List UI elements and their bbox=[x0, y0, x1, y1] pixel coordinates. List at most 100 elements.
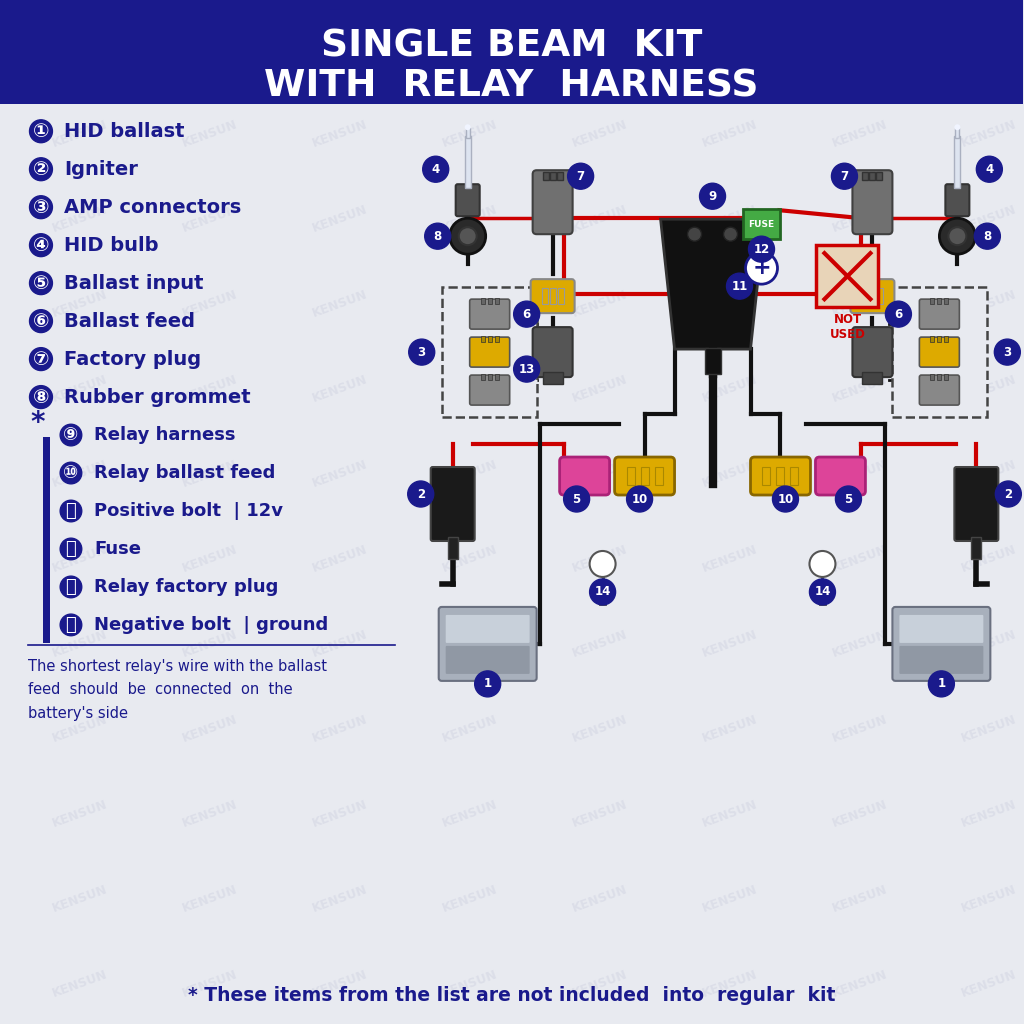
Text: KENSUN: KENSUN bbox=[180, 373, 240, 406]
Circle shape bbox=[409, 339, 435, 366]
Circle shape bbox=[886, 301, 911, 327]
Text: KENSUN: KENSUN bbox=[180, 713, 240, 744]
Bar bbox=[495, 374, 499, 380]
Text: 4: 4 bbox=[431, 163, 440, 176]
Text: KENSUN: KENSUN bbox=[50, 628, 110, 659]
Text: KENSUN: KENSUN bbox=[959, 798, 1019, 829]
Text: KENSUN: KENSUN bbox=[700, 713, 759, 744]
Circle shape bbox=[687, 227, 701, 242]
Text: KENSUN: KENSUN bbox=[570, 373, 629, 406]
Text: KENSUN: KENSUN bbox=[50, 373, 110, 406]
Text: Relay harness: Relay harness bbox=[94, 426, 236, 444]
Circle shape bbox=[809, 579, 836, 605]
Circle shape bbox=[939, 218, 975, 254]
Text: KENSUN: KENSUN bbox=[959, 458, 1019, 490]
Bar bbox=[763, 467, 770, 485]
Text: 14: 14 bbox=[814, 586, 830, 598]
Text: KENSUN: KENSUN bbox=[570, 713, 629, 744]
Text: Positive bolt  | 12v: Positive bolt | 12v bbox=[94, 502, 283, 520]
Text: KENSUN: KENSUN bbox=[959, 288, 1019, 321]
Bar bbox=[480, 374, 484, 380]
Circle shape bbox=[994, 339, 1020, 366]
Text: SINGLE BEAM  KIT: SINGLE BEAM KIT bbox=[321, 29, 702, 65]
Text: KENSUN: KENSUN bbox=[310, 798, 370, 829]
Bar bbox=[776, 467, 784, 485]
Text: KENSUN: KENSUN bbox=[180, 118, 240, 151]
Bar bbox=[557, 172, 562, 180]
Bar bbox=[487, 298, 492, 304]
Text: KENSUN: KENSUN bbox=[959, 373, 1019, 406]
Circle shape bbox=[948, 227, 967, 245]
Text: KENSUN: KENSUN bbox=[830, 118, 889, 151]
FancyBboxPatch shape bbox=[892, 607, 990, 681]
Text: 5: 5 bbox=[845, 493, 853, 506]
Text: 10: 10 bbox=[777, 493, 794, 506]
Text: KENSUN: KENSUN bbox=[50, 798, 110, 829]
Text: KENSUN: KENSUN bbox=[830, 883, 889, 914]
Text: ⑭: ⑭ bbox=[66, 615, 77, 634]
Text: KENSUN: KENSUN bbox=[830, 628, 889, 659]
Text: NOT
USED: NOT USED bbox=[829, 313, 865, 341]
Bar bbox=[543, 172, 549, 180]
FancyBboxPatch shape bbox=[920, 299, 959, 329]
FancyBboxPatch shape bbox=[532, 170, 572, 234]
Text: 1: 1 bbox=[483, 678, 492, 690]
Text: KENSUN: KENSUN bbox=[830, 458, 889, 490]
Text: ⑦: ⑦ bbox=[33, 349, 49, 369]
Text: ②: ② bbox=[33, 160, 49, 179]
Text: KENSUN: KENSUN bbox=[440, 34, 499, 66]
Circle shape bbox=[726, 273, 753, 299]
Circle shape bbox=[836, 486, 861, 512]
Text: Factory plug: Factory plug bbox=[63, 349, 201, 369]
Text: 3: 3 bbox=[418, 346, 426, 358]
Text: KENSUN: KENSUN bbox=[50, 883, 110, 914]
Text: 1: 1 bbox=[937, 678, 945, 690]
Text: KENSUN: KENSUN bbox=[830, 203, 889, 236]
Text: ④: ④ bbox=[33, 236, 49, 255]
Text: KENSUN: KENSUN bbox=[180, 34, 240, 66]
Text: KENSUN: KENSUN bbox=[959, 118, 1019, 151]
Text: KENSUN: KENSUN bbox=[830, 713, 889, 744]
Text: KENSUN: KENSUN bbox=[50, 118, 110, 151]
Text: KENSUN: KENSUN bbox=[700, 968, 759, 999]
Text: KENSUN: KENSUN bbox=[440, 288, 499, 321]
Bar bbox=[878, 288, 884, 304]
Text: 5: 5 bbox=[572, 493, 581, 506]
Polygon shape bbox=[660, 219, 765, 349]
Text: 4: 4 bbox=[985, 163, 993, 176]
FancyBboxPatch shape bbox=[445, 646, 529, 674]
FancyBboxPatch shape bbox=[470, 299, 510, 329]
Circle shape bbox=[450, 218, 485, 254]
Bar bbox=[944, 374, 948, 380]
FancyBboxPatch shape bbox=[530, 280, 574, 313]
Bar bbox=[869, 288, 876, 304]
Text: KENSUN: KENSUN bbox=[310, 713, 370, 744]
Text: KENSUN: KENSUN bbox=[570, 458, 629, 490]
FancyBboxPatch shape bbox=[431, 467, 475, 541]
Bar bbox=[705, 348, 721, 374]
Text: KENSUN: KENSUN bbox=[959, 203, 1019, 236]
Text: KENSUN: KENSUN bbox=[830, 968, 889, 999]
Text: ⑤: ⑤ bbox=[33, 273, 49, 293]
Bar bbox=[862, 372, 883, 384]
Text: KENSUN: KENSUN bbox=[440, 798, 499, 829]
Text: 12: 12 bbox=[754, 243, 770, 256]
Text: 8: 8 bbox=[983, 229, 991, 243]
Circle shape bbox=[475, 671, 501, 697]
Text: 3: 3 bbox=[1004, 346, 1012, 358]
Bar bbox=[495, 336, 499, 342]
FancyBboxPatch shape bbox=[532, 327, 572, 377]
Text: KENSUN: KENSUN bbox=[50, 968, 110, 999]
Text: ⑫: ⑫ bbox=[66, 540, 77, 558]
FancyBboxPatch shape bbox=[614, 457, 675, 495]
Text: KENSUN: KENSUN bbox=[440, 373, 499, 406]
Text: KENSUN: KENSUN bbox=[180, 968, 240, 999]
Circle shape bbox=[514, 356, 540, 382]
Text: ③: ③ bbox=[33, 198, 49, 217]
Text: 2: 2 bbox=[1005, 487, 1013, 501]
Text: KENSUN: KENSUN bbox=[180, 883, 240, 914]
FancyBboxPatch shape bbox=[751, 457, 810, 495]
Text: KENSUN: KENSUN bbox=[310, 118, 370, 151]
FancyBboxPatch shape bbox=[442, 287, 538, 417]
Bar bbox=[447, 537, 458, 559]
